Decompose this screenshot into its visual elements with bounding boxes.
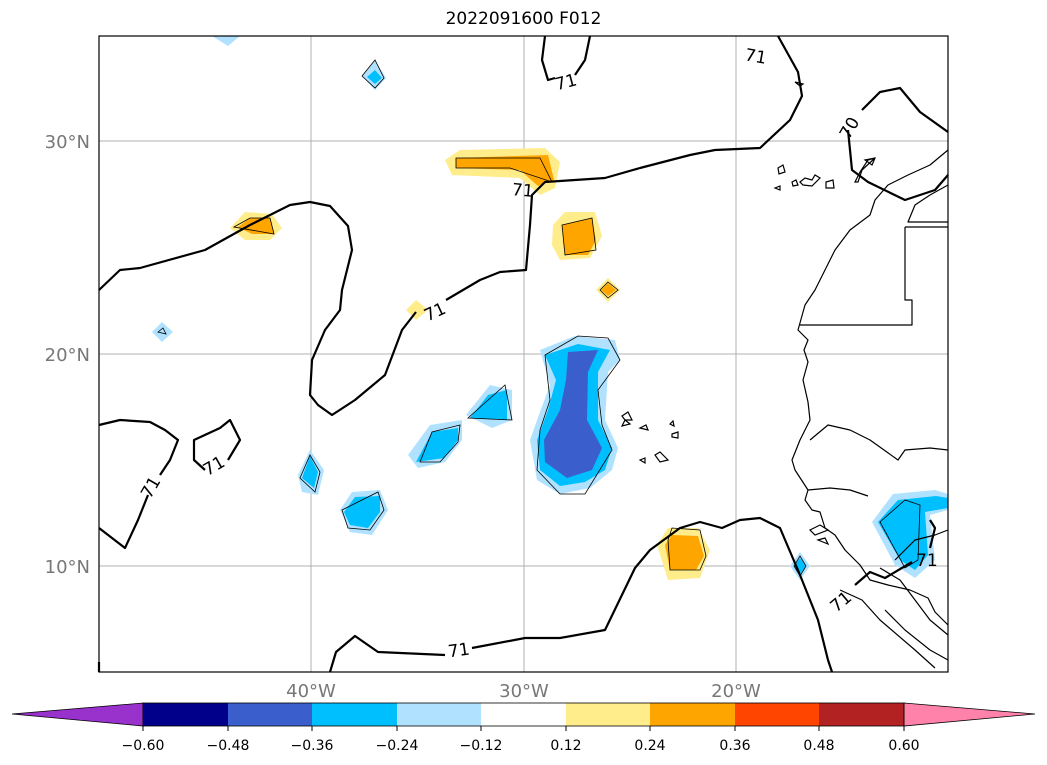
lat-tick-30n: 30°N [45,132,90,153]
thin-contours [157,59,921,577]
colorbar-segment [819,703,904,726]
colorbar-tick: −0.24 [376,738,419,754]
map-title: 2022091600 F012 [445,9,602,29]
contour-label: 71 [916,551,938,571]
colorbar-tick: 0.60 [888,738,919,754]
lat-tick-10n: 10°N [45,557,90,578]
colorbar-segment [566,703,650,726]
colorbar-tick: −0.12 [460,738,503,754]
colorbar-tick: 0.48 [803,738,834,754]
colorbar-segment [481,703,566,726]
lon-tick-30w: 30°W [499,681,549,702]
contour-label: 71 [743,45,768,68]
coastline [791,149,949,669]
colorbar-extend-high [903,702,1036,727]
lon-tick-labels: 40°W 30°W 20°W [286,681,761,702]
colorbar-segment [143,703,228,726]
colorbar-extend-low [11,702,144,727]
lat-tick-labels: 30°N 20°N 10°N [45,132,90,578]
map-frame [98,35,949,673]
colorbar-tick: 0.12 [550,738,581,754]
lon-tick-20w: 20°W [711,681,761,702]
contour-label: 71 [447,639,471,662]
colorbar-tick: −0.60 [122,738,165,754]
islands [620,81,877,546]
lon-tick-40w: 40°W [286,681,336,702]
colorbar-segment [312,703,397,726]
lat-tick-20n: 20°N [45,345,90,366]
colorbar-tick: 0.36 [719,738,750,754]
colorbar-segment [650,703,735,726]
contour-label: 71 [511,180,534,202]
colorbar-segment [735,703,819,726]
gridlines [99,36,948,672]
colorbar-segment [397,703,481,726]
colorbar-tick: 0.24 [634,738,665,754]
colorbar-tick: −0.48 [207,738,250,754]
colorbar-segment [228,703,312,726]
colorbar-tick: −0.36 [291,738,334,754]
colorbar: −0.60 −0.48 −0.36 −0.24 −0.12 0.12 0.24 … [11,702,1036,754]
contour-71 [97,35,949,673]
